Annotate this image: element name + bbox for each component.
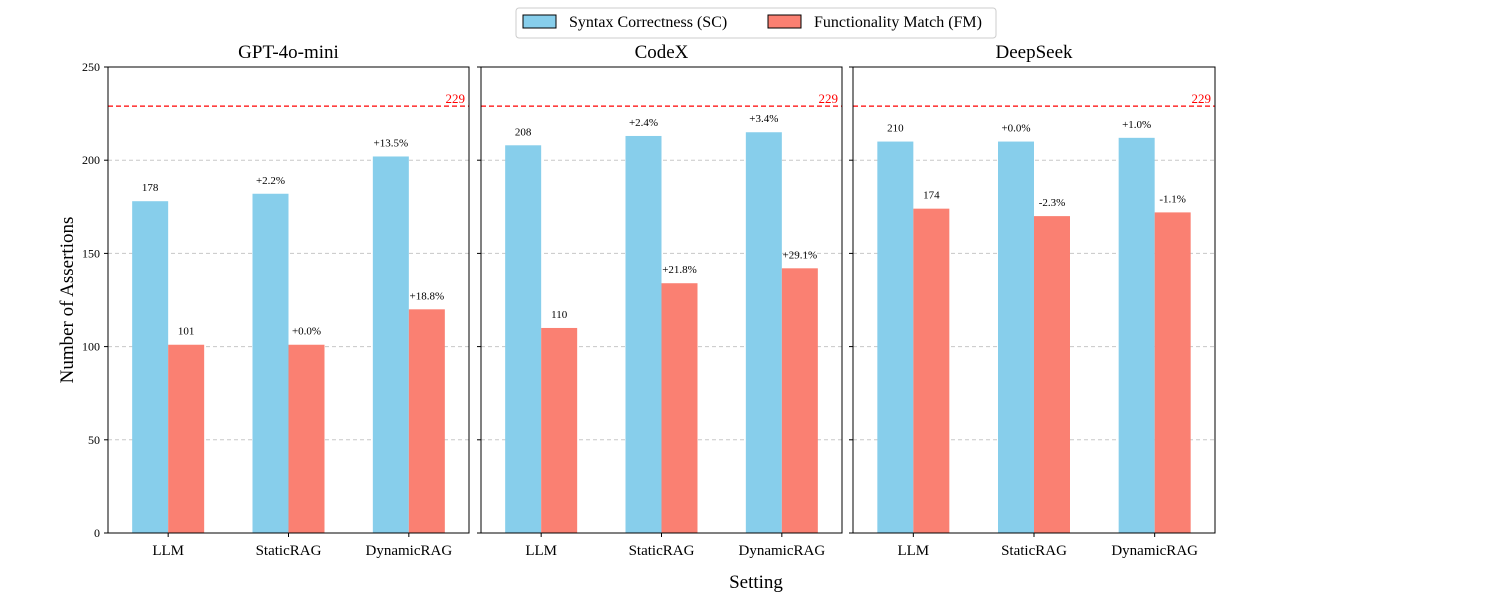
x-tick-label: StaticRAG: [629, 543, 695, 559]
data-label-fm: +29.1%: [783, 249, 818, 261]
reference-line-label: 229: [819, 91, 839, 106]
x-tick-label: DynamicRAG: [366, 543, 453, 559]
x-tick-label: StaticRAG: [1001, 543, 1067, 559]
data-label-fm: +21.8%: [662, 264, 697, 276]
bar-sc: [372, 156, 409, 534]
bar-fm: [661, 283, 698, 533]
data-label-fm: 110: [551, 309, 568, 321]
y-tick-label: 150: [82, 246, 100, 260]
bar-sc: [877, 141, 914, 533]
data-label-sc: +3.4%: [749, 113, 778, 125]
data-label-sc: +13.5%: [374, 137, 409, 149]
legend-box: [515, 7, 997, 39]
x-tick-label: LLM: [897, 543, 929, 559]
bar-sc: [132, 201, 169, 533]
bar-fm: [913, 208, 950, 533]
bar-sc: [252, 193, 289, 533]
bar-fm: [168, 344, 205, 533]
bar-sc: [625, 135, 662, 533]
y-axis-label: Number of Assertions: [57, 217, 78, 384]
data-label-sc: 210: [887, 123, 904, 135]
bar-fm: [781, 268, 818, 533]
legend-swatch-sc: [522, 14, 557, 29]
bar-sc: [998, 141, 1034, 533]
legend-label-sc: Syntax Correctness (SC): [569, 14, 727, 31]
data-label-fm: +18.8%: [410, 290, 445, 302]
y-tick-label: 0: [94, 526, 100, 540]
data-label-fm: 174: [923, 190, 940, 202]
data-label-fm: 101: [178, 326, 195, 338]
x-tick-label: DynamicRAG: [1111, 543, 1198, 559]
bar-sc: [745, 132, 782, 534]
y-tick-label: 50: [88, 433, 100, 447]
panel-frame: [480, 66, 843, 534]
panel-frame: [852, 66, 1216, 534]
data-label-sc: +0.0%: [1001, 123, 1030, 135]
data-label-fm: -1.1%: [1159, 193, 1186, 205]
bar-fm: [541, 327, 578, 533]
x-tick-label: DynamicRAG: [739, 543, 826, 559]
bar-fm: [408, 309, 445, 533]
panel-title: DeepSeek: [995, 42, 1073, 63]
data-label-sc: +2.2%: [256, 175, 285, 187]
x-tick-label: LLM: [152, 543, 184, 559]
bar-fm: [1154, 212, 1191, 533]
data-label-fm: +0.0%: [292, 326, 321, 338]
legend-label-fm: Functionality Match (FM): [814, 14, 982, 31]
panel-title: GPT-4o-mini: [238, 42, 339, 63]
x-tick-label: StaticRAG: [256, 543, 322, 559]
panel-title: CodeX: [635, 42, 689, 63]
y-tick-label: 100: [82, 340, 100, 354]
x-axis-label: Setting: [729, 572, 783, 593]
data-label-sc: +2.4%: [629, 117, 658, 129]
legend-swatch-fm: [767, 14, 802, 29]
reference-line-label: 229: [446, 91, 466, 106]
data-label-sc: 208: [515, 126, 532, 138]
x-tick-label: LLM: [525, 543, 557, 559]
data-label-sc: 178: [142, 182, 159, 194]
data-label-fm: -2.3%: [1039, 197, 1066, 209]
y-tick-label: 200: [82, 153, 100, 167]
y-tick-label: 250: [82, 60, 100, 74]
reference-line-label: 229: [1192, 91, 1212, 106]
panel-frame: [107, 66, 470, 534]
bar-sc: [1118, 137, 1155, 533]
bar-sc: [505, 145, 542, 533]
data-label-sc: +1.0%: [1122, 119, 1151, 131]
bar-fm: [1034, 216, 1070, 533]
bar-fm: [288, 344, 325, 533]
